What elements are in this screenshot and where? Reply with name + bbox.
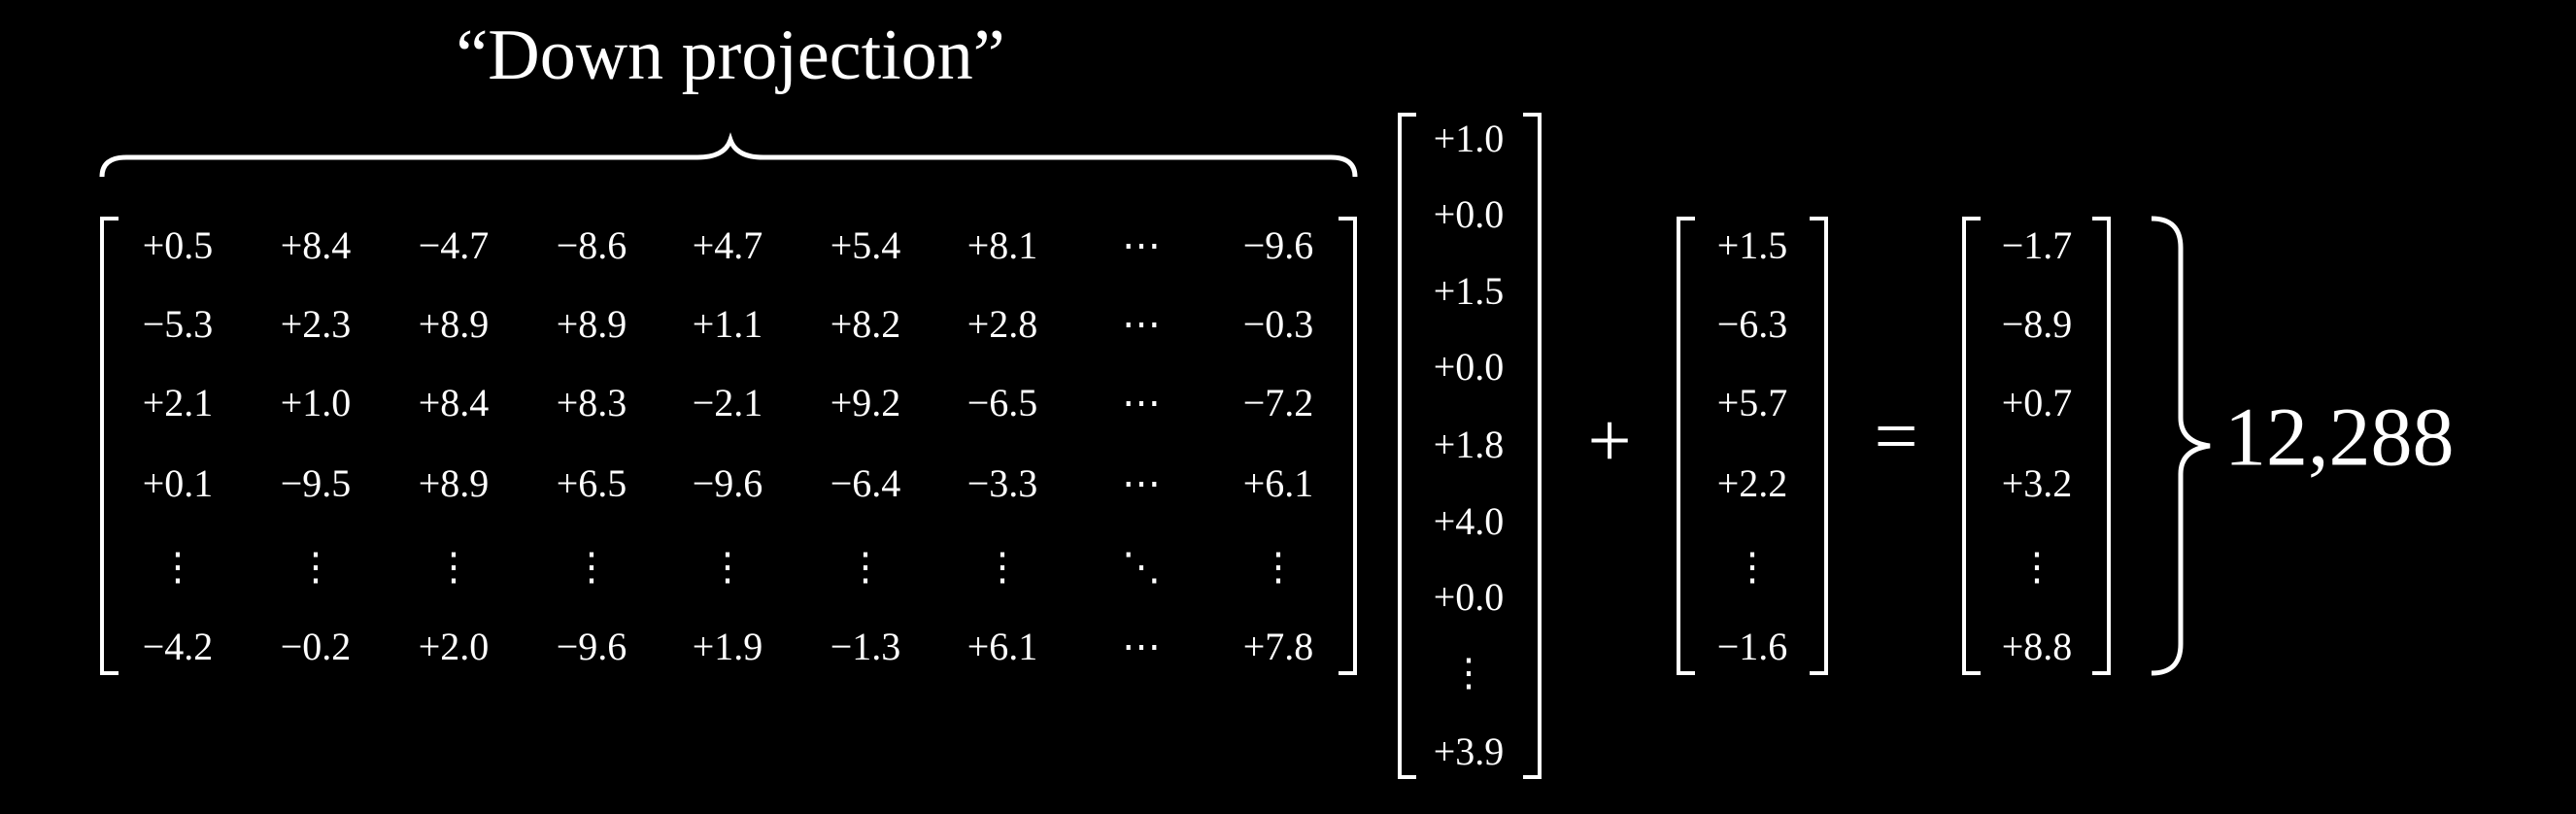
matrix-cell: +7.8 — [1243, 625, 1314, 668]
bias-bracket-left — [1677, 217, 1695, 675]
matrix-cell: ⋮ — [158, 545, 197, 589]
matrix-cell: −6.5 — [967, 381, 1038, 424]
bias-bracket-right — [1810, 217, 1828, 675]
result-cell: −8.9 — [2002, 302, 2073, 346]
vector-bracket-right — [1523, 113, 1542, 779]
matrix-cell: +0.1 — [143, 461, 214, 505]
brace-right — [2151, 216, 2211, 676]
dimension-label: 12,288 — [2224, 390, 2455, 484]
matrix-cell: ⋮ — [434, 545, 473, 589]
matrix-cell: +0.5 — [143, 223, 214, 267]
bias-cell: +1.5 — [1717, 223, 1788, 267]
matrix-cell: ⋯ — [1122, 381, 1161, 424]
matrix-cell: −4.2 — [143, 625, 214, 668]
matrix-cell: ⋯ — [1122, 625, 1161, 668]
vector-cell: +4.0 — [1434, 499, 1505, 543]
matrix-cell: −9.6 — [557, 625, 627, 668]
bias-cell: +2.2 — [1717, 461, 1788, 505]
bias-cell: ⋮ — [1733, 545, 1772, 589]
matrix-cell: ⋮ — [983, 545, 1022, 589]
matrix-cell: −0.2 — [281, 625, 352, 668]
matrix-cell: +6.5 — [557, 461, 627, 505]
plus-sign: + — [1587, 398, 1631, 484]
matrix-cell: +8.2 — [830, 302, 901, 346]
vector-bracket-left — [1398, 113, 1416, 779]
matrix-cell: −7.2 — [1243, 381, 1314, 424]
matrix-cell: +1.0 — [281, 381, 352, 424]
matrix-cell: +2.0 — [419, 625, 490, 668]
matrix-cell: −2.1 — [693, 381, 763, 424]
matrix-cell: +2.3 — [281, 302, 352, 346]
matrix-cell: −9.6 — [693, 461, 763, 505]
matrix-cell: +1.1 — [693, 302, 763, 346]
matrix-cell: +8.4 — [281, 223, 352, 267]
matrix-cell: +8.9 — [419, 302, 490, 346]
result-cell: +8.8 — [2002, 625, 2073, 668]
vector-cell: +1.0 — [1434, 117, 1505, 160]
matrix-cell: +6.1 — [1243, 461, 1314, 505]
matrix-cell: ⋮ — [1259, 545, 1298, 589]
matrix-cell: ⋱ — [1122, 545, 1161, 589]
vector-cell: +3.9 — [1434, 729, 1505, 773]
matrix-cell: −0.3 — [1243, 302, 1314, 346]
matrix-cell: +6.1 — [967, 625, 1038, 668]
vector-cell: ⋮ — [1449, 651, 1488, 695]
bias-cell: −1.6 — [1717, 625, 1788, 668]
matrix-cell: −5.3 — [143, 302, 214, 346]
result-bracket-left — [1962, 217, 1981, 675]
matrix-cell: ⋮ — [846, 545, 885, 589]
vector-cell: +0.0 — [1434, 575, 1505, 619]
result-cell: ⋮ — [2017, 545, 2056, 589]
matrix-cell: +8.4 — [419, 381, 490, 424]
matrix-cell: −1.3 — [830, 625, 901, 668]
matrix-cell: +8.3 — [557, 381, 627, 424]
matrix-cell: +8.9 — [557, 302, 627, 346]
equals-sign: = — [1874, 393, 1917, 479]
matrix-cell: +2.8 — [967, 302, 1038, 346]
matrix-cell: +5.4 — [830, 223, 901, 267]
vector-cell: +0.0 — [1434, 192, 1505, 236]
matrix-cell: −4.7 — [419, 223, 490, 267]
matrix-cell: +4.7 — [693, 223, 763, 267]
matrix-cell: +9.2 — [830, 381, 901, 424]
matrix-cell: +1.9 — [693, 625, 763, 668]
vector-cell: +1.8 — [1434, 423, 1505, 466]
result-cell: −1.7 — [2002, 223, 2073, 267]
matrix-cell: ⋮ — [708, 545, 747, 589]
title: “Down projection” — [456, 16, 1004, 95]
matrix-cell: ⋮ — [296, 545, 335, 589]
matrix-cell: −9.6 — [1243, 223, 1314, 267]
matrix-cell: +8.9 — [419, 461, 490, 505]
matrix-cell: −3.3 — [967, 461, 1038, 505]
matrix-bracket-right — [1339, 217, 1357, 675]
matrix-cell: −8.6 — [557, 223, 627, 267]
matrix-bracket-left — [100, 217, 119, 675]
matrix-cell: +8.1 — [967, 223, 1038, 267]
vector-cell: +1.5 — [1434, 269, 1505, 313]
vector-cell: +0.0 — [1434, 345, 1505, 389]
matrix-cell: +2.1 — [143, 381, 214, 424]
matrix-cell: ⋮ — [572, 545, 611, 589]
matrix-cell: ⋯ — [1122, 302, 1161, 346]
result-cell: +0.7 — [2002, 381, 2073, 424]
brace-top — [99, 132, 1358, 178]
matrix-cell: −6.4 — [830, 461, 901, 505]
bias-cell: +5.7 — [1717, 381, 1788, 424]
matrix-cell: −9.5 — [281, 461, 352, 505]
matrix-cell: ⋯ — [1122, 461, 1161, 505]
matrix-cell: ⋯ — [1122, 223, 1161, 267]
bias-cell: −6.3 — [1717, 302, 1788, 346]
result-cell: +3.2 — [2002, 461, 2073, 505]
result-bracket-right — [2092, 217, 2111, 675]
